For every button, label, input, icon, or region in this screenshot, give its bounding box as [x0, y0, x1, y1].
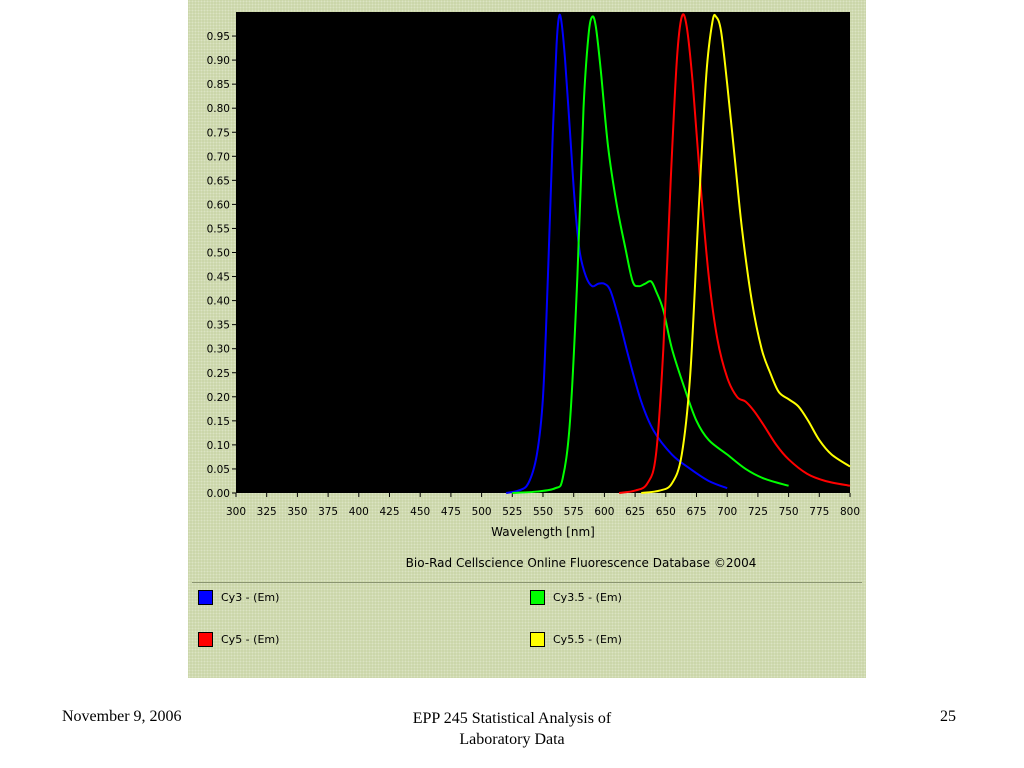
- legend-swatch-cy3: [198, 590, 213, 605]
- x-tick-label: 575: [564, 506, 584, 518]
- y-tick-label: 0.45: [207, 272, 230, 284]
- x-axis-title: Wavelength [nm]: [491, 525, 595, 539]
- footer-title: EPP 245 Statistical Analysis of Laborato…: [370, 708, 654, 750]
- series-lines: [505, 13, 851, 494]
- legend-swatch-cy3-5: [530, 590, 545, 605]
- y-tick-label: 0.25: [207, 368, 230, 380]
- y-axis: 0.00 0.05 0.10 0.15 0.20 0.25 0.30 0.35 0.40 0.45…: [207, 31, 236, 500]
- y-tick-label: 0.20: [207, 392, 230, 404]
- x-tick-label: 425: [379, 506, 399, 518]
- x-tick-label: 700: [717, 506, 737, 518]
- legend-label-cy3: Cy3 - (Em): [221, 591, 280, 604]
- y-tick-label: 0.00: [207, 488, 230, 500]
- slide-number: 25: [940, 708, 956, 725]
- footer-date: November 9, 2006: [62, 708, 182, 725]
- legend-label-cy5: Cy5 - (Em): [221, 633, 280, 646]
- y-tick-label: 0.40: [207, 296, 230, 308]
- x-tick-label: 550: [533, 506, 553, 518]
- x-tick-label: 325: [257, 506, 277, 518]
- y-tick-label: 0.50: [207, 248, 230, 260]
- x-tick-label: 475: [441, 506, 461, 518]
- x-tick-label: 375: [318, 506, 338, 518]
- x-tick-label: 625: [625, 506, 645, 518]
- y-tick-label: 0.90: [207, 55, 230, 67]
- x-tick-label: 350: [287, 506, 307, 518]
- x-tick-label: 675: [686, 506, 706, 518]
- footer-title-line-2: Laboratory Data: [459, 731, 565, 748]
- legend-item-cy3-5: Cy3.5 - (Em): [530, 590, 622, 605]
- series-line-cy3: [505, 13, 728, 494]
- x-tick-label: 600: [594, 506, 614, 518]
- y-tick-label: 0.15: [207, 416, 230, 428]
- y-tick-label: 0.30: [207, 344, 230, 356]
- x-tick-label: 450: [410, 506, 430, 518]
- y-tick-label: 0.05: [207, 464, 230, 476]
- legend-label-cy5-5: Cy5.5 - (Em): [553, 633, 622, 646]
- plot-area: [236, 12, 850, 493]
- y-tick-label: 0.60: [207, 199, 230, 211]
- legend-swatch-cy5-5: [530, 632, 545, 647]
- legend-swatch-cy5: [198, 632, 213, 647]
- x-tick-label: 500: [472, 506, 492, 518]
- x-tick-label: 650: [656, 506, 676, 518]
- legend-item-cy5: Cy5 - (Em): [198, 632, 279, 647]
- y-tick-label: 0.55: [207, 223, 230, 235]
- emission-spectra-chart: 0.00 0.05 0.10 0.15 0.20 0.25 0.30 0.35 0.40 0.45…: [207, 12, 860, 570]
- series-line-cy5-5: [641, 14, 851, 494]
- y-tick-label: 0.95: [207, 31, 230, 43]
- chart-source-credit: Bio-Rad Cellscience Online Fluorescence …: [406, 556, 757, 570]
- legend-label-cy3-5: Cy3.5 - (Em): [553, 591, 622, 604]
- x-tick-label: 400: [349, 506, 369, 518]
- y-tick-label: 0.65: [207, 175, 230, 187]
- x-tick-label: 725: [748, 506, 768, 518]
- chart-panel: 0.00 0.05 0.10 0.15 0.20 0.25 0.30 0.35 0.40 0.45…: [188, 0, 866, 678]
- legend-item-cy5-5: Cy5.5 - (Em): [530, 632, 622, 647]
- y-tick-label: 0.35: [207, 320, 230, 332]
- y-tick-label: 0.10: [207, 440, 230, 452]
- x-axis: 300 325 350 375 400 425 450 475 500 525 550 575 600 6…: [226, 493, 860, 518]
- y-tick-label: 0.70: [207, 151, 230, 163]
- series-line-cy5: [618, 13, 851, 494]
- footer-title-line-1: EPP 245 Statistical Analysis of: [412, 710, 612, 727]
- series-line-cy3-5: [512, 15, 789, 494]
- legend: Cy3 - (Em) Cy3.5 - (Em) Cy5 - (Em) Cy5.5…: [192, 582, 862, 674]
- x-tick-label: 800: [840, 506, 860, 518]
- x-tick-label: 525: [502, 506, 522, 518]
- x-tick-label: 300: [226, 506, 246, 518]
- y-tick-label: 0.75: [207, 127, 230, 139]
- x-tick-label: 750: [779, 506, 799, 518]
- legend-item-cy3: Cy3 - (Em): [198, 590, 279, 605]
- y-tick-label: 0.85: [207, 79, 230, 91]
- y-tick-label: 0.80: [207, 103, 230, 115]
- x-tick-label: 775: [809, 506, 829, 518]
